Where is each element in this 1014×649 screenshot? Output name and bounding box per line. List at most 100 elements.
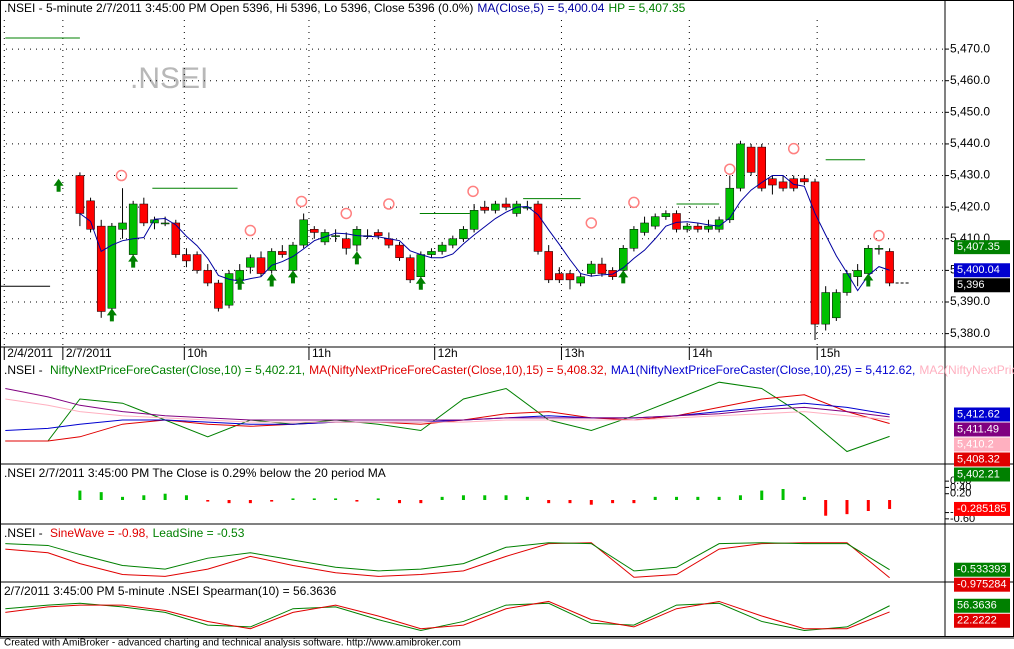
histogram-bar <box>589 500 593 505</box>
legend-entry: MA1(NiftyNextPriceForeCaster(Close,10),2… <box>611 363 915 377</box>
x-tick-label: 11h <box>312 346 331 360</box>
candle-body <box>661 213 671 217</box>
value-badge-label: 5,410.2 <box>957 438 994 450</box>
value-badge <box>954 437 1010 452</box>
value-badge-label: 5,411.49 <box>957 423 999 435</box>
title-text: .NSEI 2/7/2011 3:45:00 PM The Close is 0… <box>4 466 386 480</box>
candle-body <box>160 222 170 225</box>
x-tick-label: 13h <box>564 346 584 360</box>
histogram-bar <box>632 500 636 504</box>
candle-body <box>746 146 756 173</box>
ma-line <box>79 175 890 292</box>
sell-circle <box>340 207 353 220</box>
y-tick-label: 5,460.0 <box>950 73 990 87</box>
buy-arrow <box>128 254 139 268</box>
value-badge-label: -0.533393 <box>957 564 1007 576</box>
candle-body <box>395 244 404 258</box>
sell-circle <box>244 224 257 237</box>
histogram-bar <box>781 489 785 500</box>
sell-circle <box>295 195 308 208</box>
candle-body <box>171 222 181 255</box>
y-tick-label: 5,470.0 <box>950 41 990 55</box>
y-tick-label: 0.40 <box>950 481 971 493</box>
indicator-line <box>5 542 890 579</box>
histogram-bar <box>99 492 103 500</box>
histogram-bar <box>334 498 338 500</box>
indicator-line <box>5 402 890 431</box>
candle-body <box>501 203 511 208</box>
candle-body <box>885 251 894 284</box>
candle-body <box>342 238 351 249</box>
sell-circle <box>873 229 885 242</box>
histogram-bar <box>184 495 188 500</box>
candle-body <box>576 276 585 284</box>
candle-body <box>459 229 468 240</box>
sell-circle <box>467 185 479 198</box>
value-badge-label: 22.2222 <box>957 615 997 627</box>
footer: Created with AmiBroker - advanced charti… <box>4 638 461 649</box>
candle-body <box>75 175 85 214</box>
title-text: .NSEI - <box>4 526 46 540</box>
value-badge <box>954 407 1010 422</box>
candle-body <box>768 178 777 186</box>
candle-body <box>810 181 820 325</box>
value-badge <box>954 278 1010 293</box>
value-badge <box>954 452 1010 467</box>
buy-arrow <box>415 276 426 290</box>
candle-body <box>565 273 575 281</box>
candle-body <box>821 292 830 325</box>
histogram-bar <box>227 500 231 504</box>
histogram-bar <box>142 495 146 500</box>
candle-body <box>853 270 862 277</box>
histogram-bar <box>547 500 551 504</box>
histogram-bar <box>291 498 295 500</box>
histogram-bar <box>248 500 252 504</box>
histogram-bar <box>866 500 870 511</box>
histogram-bar <box>270 500 274 502</box>
candle-body <box>842 273 852 293</box>
indicator-line <box>5 602 890 632</box>
legend-entry: NiftyNextPriceForeCaster(Close,10) = 5,4… <box>50 363 305 377</box>
histogram-bar <box>738 495 742 500</box>
indicator-line <box>5 600 890 630</box>
candle-body <box>469 210 479 230</box>
candle-body <box>555 273 564 281</box>
candle-body <box>629 229 639 249</box>
value-badge-label: 56.3636 <box>957 600 997 612</box>
candle-body <box>203 270 213 284</box>
sell-circle <box>585 217 598 229</box>
candle-body <box>192 254 202 271</box>
candle-body <box>107 225 117 309</box>
histogram-bar <box>355 500 359 502</box>
value-badge <box>954 598 1010 613</box>
x-tick-label: 10h <box>187 346 207 360</box>
candle-body <box>427 251 436 255</box>
value-badge <box>954 501 1010 516</box>
candle-body <box>214 282 223 309</box>
candle-body <box>267 251 276 271</box>
candle-body <box>704 225 713 230</box>
candle-body <box>736 143 745 189</box>
value-badge-label: 5,407.35 <box>957 241 1000 253</box>
value-badge-label: -0.285185 <box>957 503 1007 515</box>
title-text: 2/7/2011 3:45:00 PM 5-minute .NSEI Spear… <box>4 584 337 598</box>
candle-body <box>640 222 649 233</box>
histogram-bar <box>717 496 721 500</box>
candle-body <box>778 181 788 189</box>
histogram-bar <box>760 490 764 500</box>
histogram-bar <box>121 496 125 500</box>
histogram-bar <box>419 500 423 504</box>
histogram-bar <box>675 496 679 500</box>
candle-body <box>352 229 362 246</box>
histogram-bar <box>461 495 465 500</box>
candle-body <box>182 254 191 262</box>
x-tick-label: 15h <box>820 346 840 360</box>
indicator-line <box>5 381 890 453</box>
pane-title: .NSEI - SineWave = -0.98, LeadSine = -0.5… <box>4 526 245 540</box>
candle-body <box>650 216 660 227</box>
candle-body <box>864 248 873 274</box>
value-badge-label: 5,396 <box>957 279 985 291</box>
candle-body <box>150 219 159 224</box>
histogram-bar <box>312 498 316 500</box>
legend-entry: MA2(NiftyNextPric <box>919 363 1014 377</box>
